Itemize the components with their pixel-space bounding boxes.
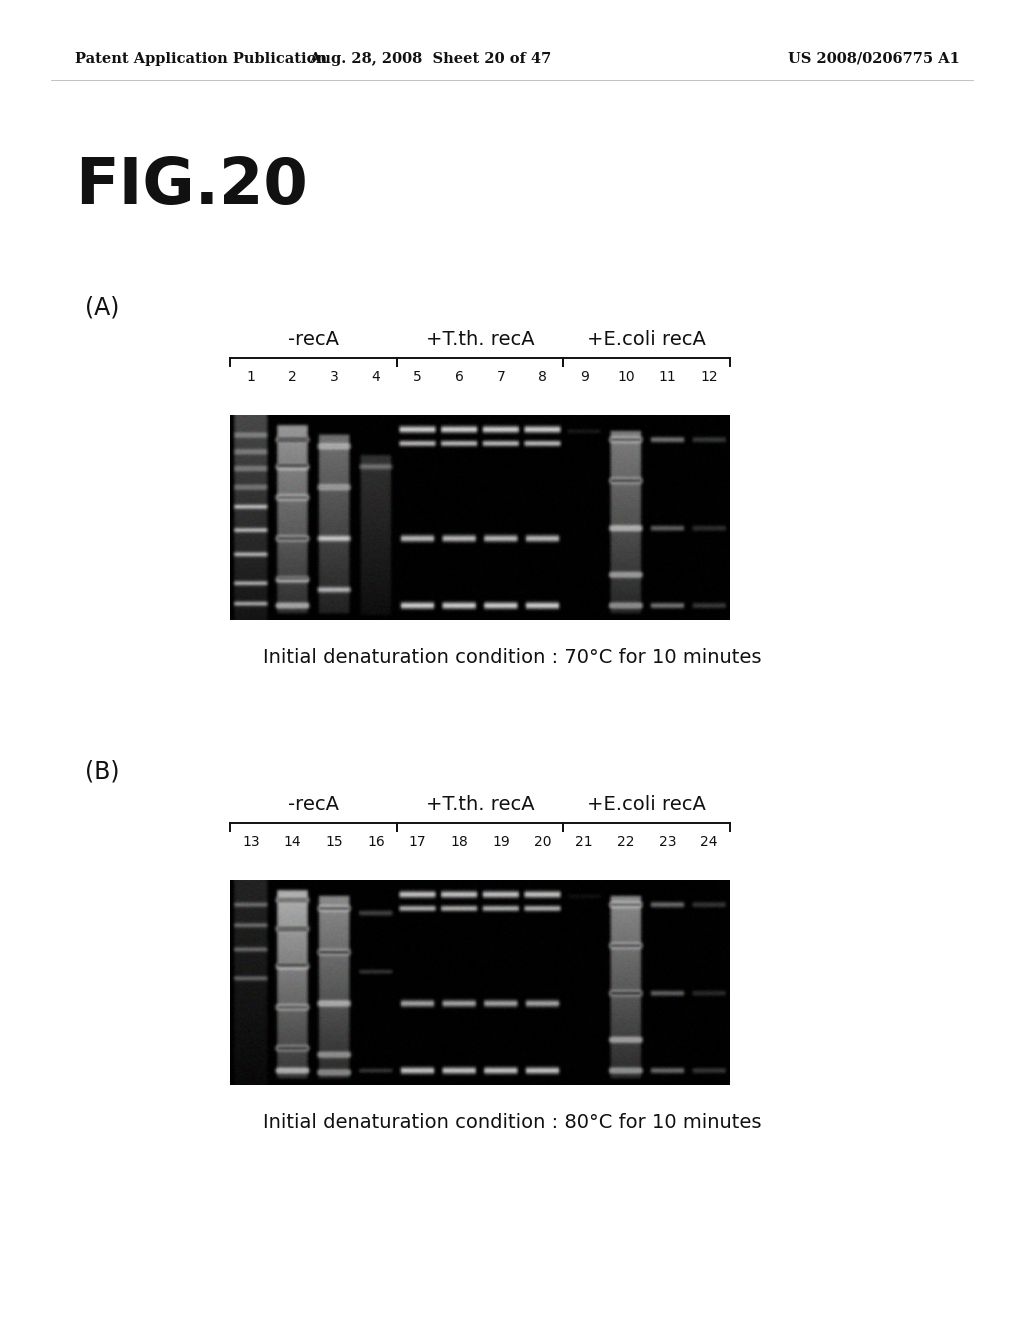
Text: 16: 16 (367, 836, 385, 849)
Text: +E.coli recA: +E.coli recA (587, 330, 707, 348)
Text: Aug. 28, 2008  Sheet 20 of 47: Aug. 28, 2008 Sheet 20 of 47 (309, 51, 551, 66)
Text: 9: 9 (580, 370, 589, 384)
Text: 20: 20 (534, 836, 551, 849)
Text: 10: 10 (617, 370, 635, 384)
Text: +T.th. recA: +T.th. recA (426, 795, 535, 814)
Text: 4: 4 (372, 370, 380, 384)
Text: 3: 3 (330, 370, 339, 384)
Text: 21: 21 (575, 836, 593, 849)
Text: 6: 6 (455, 370, 464, 384)
Text: 2: 2 (288, 370, 297, 384)
Text: 5: 5 (413, 370, 422, 384)
Text: 24: 24 (700, 836, 718, 849)
Text: -recA: -recA (288, 330, 339, 348)
Text: 22: 22 (617, 836, 635, 849)
Text: (B): (B) (85, 760, 120, 784)
Text: +E.coli recA: +E.coli recA (587, 795, 707, 814)
Text: US 2008/0206775 A1: US 2008/0206775 A1 (788, 51, 961, 66)
Text: 15: 15 (326, 836, 343, 849)
Text: Initial denaturation condition : 80°C for 10 minutes: Initial denaturation condition : 80°C fo… (263, 1113, 761, 1133)
Text: 8: 8 (538, 370, 547, 384)
Text: Patent Application Publication: Patent Application Publication (75, 51, 327, 66)
Text: 13: 13 (242, 836, 260, 849)
Text: 1: 1 (247, 370, 255, 384)
Text: +T.th. recA: +T.th. recA (426, 330, 535, 348)
Text: 14: 14 (284, 836, 301, 849)
Text: (A): (A) (85, 294, 120, 319)
Text: FIG.20: FIG.20 (75, 154, 308, 216)
Text: 19: 19 (492, 836, 510, 849)
Text: 18: 18 (451, 836, 468, 849)
Text: 11: 11 (658, 370, 677, 384)
Text: 23: 23 (658, 836, 676, 849)
Text: -recA: -recA (288, 795, 339, 814)
Text: Initial denaturation condition : 70°C for 10 minutes: Initial denaturation condition : 70°C fo… (263, 648, 761, 667)
Text: 17: 17 (409, 836, 426, 849)
Text: 7: 7 (497, 370, 505, 384)
Text: 12: 12 (700, 370, 718, 384)
